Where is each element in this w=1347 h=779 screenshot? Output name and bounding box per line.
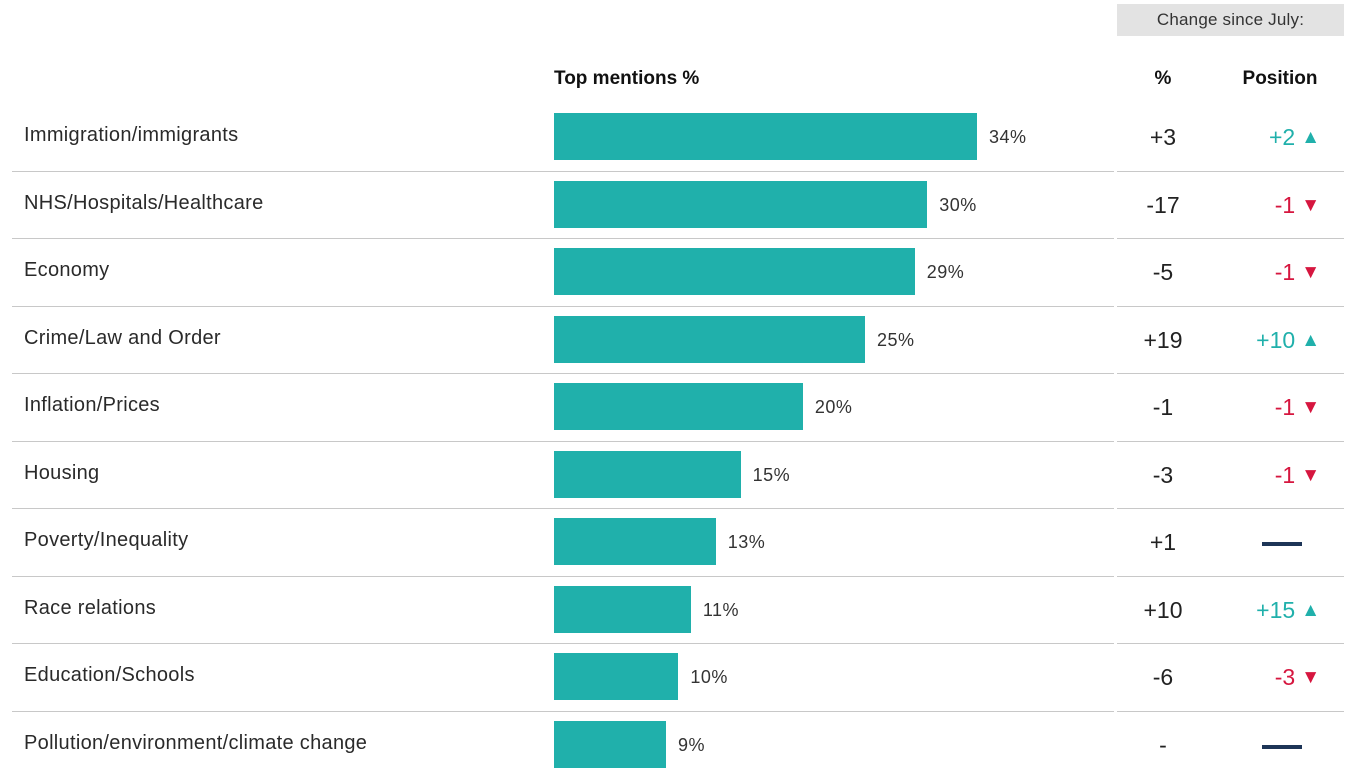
up-triangle-icon: ▲ xyxy=(1301,600,1320,622)
position-change-header: Position xyxy=(1225,68,1335,90)
category-label: Education/Schools xyxy=(24,664,195,687)
category-label: Inflation/Prices xyxy=(24,394,160,417)
up-triangle-icon: ▲ xyxy=(1301,330,1320,352)
position-change-value: -1 xyxy=(1275,462,1295,488)
value-label: 15% xyxy=(753,465,791,486)
table-row: NHS/Hospitals/Healthcare 30% -17 -1 ▼ xyxy=(0,172,1347,240)
position-change-value: -3 xyxy=(1275,664,1295,690)
percent-change: -3 xyxy=(1128,462,1198,489)
bar xyxy=(554,113,977,160)
position-change-value: +10 xyxy=(1256,327,1295,353)
position-change: -1 ▼ xyxy=(1210,462,1320,489)
percent-change: - xyxy=(1128,732,1198,759)
table-row: Pollution/environment/climate change 9% - xyxy=(0,712,1347,779)
percent-change: -6 xyxy=(1128,664,1198,691)
value-label: 11% xyxy=(703,600,739,621)
position-change-value: -1 xyxy=(1275,259,1295,285)
position-change-value: -1 xyxy=(1275,394,1295,420)
table-row: Crime/Law and Order 25% +19 +10 ▲ xyxy=(0,307,1347,375)
bar xyxy=(554,518,716,565)
position-change: +2 ▲ xyxy=(1210,124,1320,151)
no-change-dash-icon xyxy=(1262,542,1302,546)
no-change-dash-icon xyxy=(1262,745,1302,749)
bar xyxy=(554,181,927,228)
percent-change: +1 xyxy=(1128,529,1198,556)
category-label: Race relations xyxy=(24,597,156,620)
category-label: Economy xyxy=(24,259,109,282)
category-label: Housing xyxy=(24,462,99,485)
down-triangle-icon: ▼ xyxy=(1301,195,1320,217)
table-row: Education/Schools 10% -6 -3 ▼ xyxy=(0,644,1347,712)
position-change-value: +2 xyxy=(1269,124,1295,150)
value-label: 20% xyxy=(815,397,853,418)
table-row: Inflation/Prices 20% -1 -1 ▼ xyxy=(0,374,1347,442)
position-change: -1 ▼ xyxy=(1210,259,1320,286)
percent-change: -5 xyxy=(1128,259,1198,286)
category-label: NHS/Hospitals/Healthcare xyxy=(24,192,264,215)
bar xyxy=(554,248,915,295)
percent-change: +3 xyxy=(1128,124,1198,151)
percent-change: +19 xyxy=(1128,327,1198,354)
position-change: -1 ▼ xyxy=(1210,394,1320,421)
category-label: Pollution/environment/climate change xyxy=(24,732,367,755)
bar xyxy=(554,586,691,633)
percent-change-header: % xyxy=(1143,68,1183,90)
position-change: +10 ▲ xyxy=(1210,327,1320,354)
bar xyxy=(554,653,678,700)
top-mentions-header: Top mentions % xyxy=(554,68,699,90)
bar xyxy=(554,316,865,363)
table-row: Housing 15% -3 -1 ▼ xyxy=(0,442,1347,510)
position-change: +15 ▲ xyxy=(1210,597,1320,624)
change-since-july-header: Change since July: xyxy=(1117,4,1344,36)
value-label: 13% xyxy=(728,532,766,553)
value-label: 29% xyxy=(927,262,965,283)
down-triangle-icon: ▼ xyxy=(1301,667,1320,689)
bar xyxy=(554,383,803,430)
up-triangle-icon: ▲ xyxy=(1301,127,1320,149)
table-row: Immigration/immigrants 34% +3 +2 ▲ xyxy=(0,104,1347,172)
bar xyxy=(554,721,666,768)
down-triangle-icon: ▼ xyxy=(1301,262,1320,284)
value-label: 34% xyxy=(989,127,1027,148)
table-row: Economy 29% -5 -1 ▼ xyxy=(0,239,1347,307)
value-label: 10% xyxy=(690,667,728,688)
value-label: 9% xyxy=(678,735,705,756)
percent-change: -1 xyxy=(1128,394,1198,421)
position-change-value: +15 xyxy=(1256,597,1295,623)
table-row: Race relations 11% +10 +15 ▲ xyxy=(0,577,1347,645)
category-label: Crime/Law and Order xyxy=(24,327,221,350)
down-triangle-icon: ▼ xyxy=(1301,465,1320,487)
category-label: Immigration/immigrants xyxy=(24,124,238,147)
category-label: Poverty/Inequality xyxy=(24,529,188,552)
percent-change: -17 xyxy=(1128,192,1198,219)
value-label: 30% xyxy=(939,195,977,216)
bar xyxy=(554,451,741,498)
table-row: Poverty/Inequality 13% +1 xyxy=(0,509,1347,577)
position-change: -3 ▼ xyxy=(1210,664,1320,691)
value-label: 25% xyxy=(877,330,915,351)
position-change-value: -1 xyxy=(1275,192,1295,218)
position-change: -1 ▼ xyxy=(1210,192,1320,219)
percent-change: +10 xyxy=(1128,597,1198,624)
down-triangle-icon: ▼ xyxy=(1301,397,1320,419)
